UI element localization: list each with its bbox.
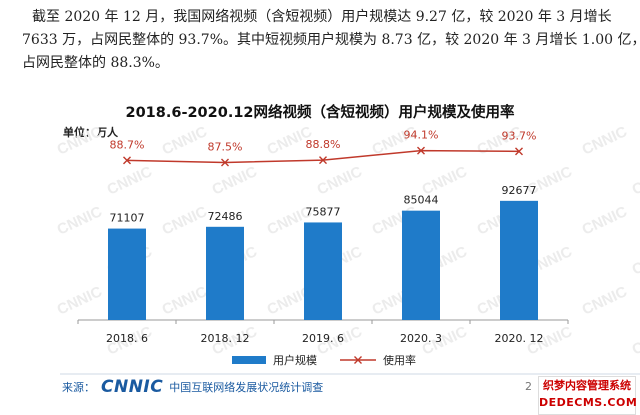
watermark-text: CNNIC	[55, 203, 105, 239]
unit-label: 单位：万人	[63, 126, 118, 139]
bar-label-1: 72486	[208, 210, 243, 223]
bar-label-0: 71107	[110, 212, 145, 225]
rate-label-3: 94.1%	[404, 129, 439, 142]
legend-label-line: 使用率	[383, 353, 416, 367]
bar-1	[206, 226, 244, 320]
corner-watermark: 织梦内容管理系统 DEDECMS.COM	[538, 376, 638, 415]
paragraph-line-3: 占网民整体的 88.3%。	[22, 55, 169, 71]
corner-watermark-line2: DEDECMS.COM	[539, 396, 638, 409]
source-label: 来源：	[62, 381, 95, 394]
legend-swatch-bar	[232, 356, 266, 364]
x-tick-label-1: 2018. 12	[201, 332, 250, 345]
rate-marker-0	[123, 156, 131, 165]
bar-2	[304, 222, 342, 320]
org-name: 中国互联网络发展状况统计调查	[169, 381, 324, 394]
watermark-text: CNNIC	[630, 323, 640, 359]
x-tick-label-0: 2018. 6	[106, 332, 148, 345]
watermark-text: CNNIC	[160, 123, 210, 159]
rate-label-4: 93.7%	[502, 129, 537, 142]
rate-marker-2	[319, 156, 327, 165]
page-number: 2	[525, 380, 532, 393]
x-tick-label-2: 2019. 6	[302, 332, 344, 345]
footer: 来源： CNNIC 中国互联网络发展状况统计调查	[62, 377, 324, 397]
bar-0	[108, 228, 146, 320]
watermark-text: CNNIC	[315, 163, 365, 199]
watermark-text: CNNIC	[210, 163, 260, 199]
watermark-text: CNNIC	[580, 123, 630, 159]
watermark-text: CNNIC	[55, 283, 105, 319]
chart-title: 2018.6-2020.12网络视频（含短视频）用户规模及使用率	[125, 105, 515, 121]
intro-paragraph: 截至 2020 年 12 月，我国网络视频（含短视频）用户规模达 9.27 亿，…	[22, 6, 640, 75]
paragraph-line-1: 截至 2020 年 12 月，我国网络视频（含短视频）用户规模达 9.27 亿，…	[32, 9, 612, 25]
watermark-text: CNNIC	[160, 283, 210, 319]
watermark-text: CNNIC	[580, 203, 630, 239]
watermark-text: CNNIC	[105, 163, 155, 199]
rate-label-0: 88.7%	[110, 138, 145, 151]
watermark-text: CNNIC	[580, 283, 630, 319]
bar-3	[402, 210, 440, 320]
corner-watermark-line1: 织梦内容管理系统	[543, 379, 631, 392]
rate-marker-4	[515, 147, 523, 156]
bar-label-3: 85044	[404, 194, 439, 207]
rate-marker-1	[221, 158, 229, 167]
watermark-text: CNNIC	[55, 123, 105, 159]
bar-label-2: 75877	[306, 205, 341, 218]
bar-4	[500, 200, 538, 320]
watermark-text: CNNIC	[630, 163, 640, 199]
cnnic-logo: CNNIC	[101, 377, 164, 397]
legend-swatch-marker	[354, 356, 362, 364]
rate-label-2: 88.8%	[306, 138, 341, 151]
rate-label-1: 87.5%	[208, 141, 243, 154]
watermark-text: CNNIC	[630, 243, 640, 279]
bar-label-4: 92677	[502, 184, 537, 197]
legend-label-bar: 用户规模	[273, 353, 317, 367]
watermark-text: CNNIC	[160, 203, 210, 239]
paragraph-line-2: 7633 万，占网民整体的 93.7%。其中短视频用户规模为 8.73 亿，较 …	[22, 32, 640, 48]
x-tick-label-4: 2020. 12	[495, 332, 544, 345]
x-tick-label-3: 2020. 3	[400, 332, 442, 345]
rate-marker-3	[417, 146, 425, 155]
